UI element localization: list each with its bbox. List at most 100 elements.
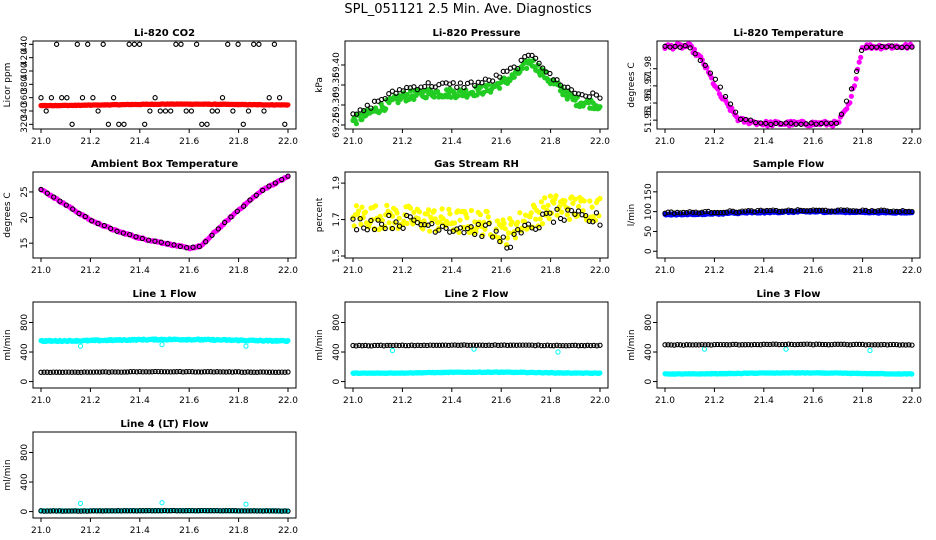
chart-title: Li-820 Pressure: [432, 28, 520, 39]
data-point: [389, 347, 396, 354]
data-point: [893, 208, 900, 215]
data-point: [561, 217, 567, 223]
data-point: [808, 120, 814, 126]
data-point: [177, 368, 183, 375]
y-tick-label: 0: [332, 378, 342, 384]
data-point: [47, 369, 53, 376]
data-point: [457, 80, 464, 86]
data-point: [178, 41, 184, 47]
data-point: [803, 121, 809, 127]
data-point: [222, 219, 228, 226]
data-point: [371, 226, 378, 233]
data-point: [859, 207, 866, 213]
data-point: [439, 342, 446, 348]
data-point: [833, 120, 840, 126]
data-point: [783, 120, 789, 126]
data-point: [245, 108, 252, 114]
data-point: [479, 233, 485, 240]
data-point: [442, 342, 449, 348]
plot-frame: [344, 171, 609, 259]
data-point: [502, 226, 508, 232]
data-point: [248, 369, 254, 375]
y-axis-label: ml/min: [627, 329, 637, 360]
data-point: [404, 84, 410, 91]
data-point: [500, 234, 506, 240]
data-point: [504, 68, 510, 74]
data-point: [106, 369, 112, 375]
data-point: [43, 108, 49, 114]
data-point: [816, 207, 823, 213]
data-point: [416, 209, 423, 215]
data-point: [146, 369, 152, 375]
x-tick-label: 21.0: [31, 526, 51, 536]
data-point: [828, 120, 834, 126]
data-point: [180, 369, 186, 375]
data-point: [382, 225, 388, 232]
data-point: [763, 120, 769, 127]
data-point: [893, 341, 900, 348]
data-point: [867, 347, 873, 354]
data-point: [272, 369, 279, 375]
data-point: [565, 84, 571, 90]
data-point: [271, 41, 278, 47]
data-point: [475, 221, 481, 228]
data-point: [748, 117, 754, 123]
data-point: [807, 341, 813, 347]
data-point: [674, 209, 680, 216]
data-point: [758, 342, 764, 348]
data-point: [390, 342, 396, 349]
data-point: [699, 341, 705, 348]
data-point: [47, 508, 53, 514]
data-point: [192, 369, 199, 375]
data-point: [421, 83, 428, 90]
data-point: [239, 369, 245, 375]
plot-frame: [656, 40, 921, 130]
data-point: [903, 342, 909, 348]
data-point: [411, 209, 417, 215]
x-tick-label: 21.2: [80, 526, 100, 536]
data-point: [533, 216, 539, 222]
data-point: [48, 95, 55, 101]
data-point: [214, 369, 220, 375]
data-point: [242, 369, 248, 375]
data-point: [593, 92, 600, 98]
data-point: [393, 219, 399, 225]
data-point: [785, 207, 792, 213]
data-point: [254, 369, 260, 375]
series-black: [38, 507, 291, 514]
y-tick-label: 800: [20, 314, 30, 331]
data-point: [776, 208, 782, 215]
data-point: [365, 343, 372, 349]
data-point: [161, 369, 168, 375]
data-point: [359, 116, 365, 123]
chart-title: Line 4 (LT) Flow: [120, 419, 208, 430]
data-point: [378, 342, 384, 348]
data-point: [81, 369, 87, 375]
x-tick-label: 21.6: [803, 396, 823, 406]
series-black: [662, 43, 915, 128]
x-tick-label: 21.6: [179, 137, 199, 147]
data-point: [711, 209, 718, 216]
x-tick-label: 21.8: [853, 137, 873, 147]
data-point: [553, 193, 559, 199]
data-point: [198, 369, 205, 375]
data-point: [494, 218, 500, 224]
data-point: [100, 369, 106, 375]
data-point: [446, 342, 452, 349]
data-point: [95, 108, 101, 114]
y-tick-label: 50: [644, 225, 654, 237]
data-point: [226, 369, 232, 375]
data-point: [382, 95, 388, 102]
data-point: [485, 214, 491, 220]
data-point: [72, 369, 78, 375]
data-point: [717, 84, 724, 90]
data-point: [904, 44, 910, 50]
data-point: [158, 239, 164, 245]
data-point: [563, 343, 569, 349]
data-point: [251, 508, 257, 514]
data-point: [137, 368, 143, 375]
data-point: [793, 121, 799, 127]
data-point: [680, 342, 687, 348]
data-point: [520, 342, 526, 348]
data-point: [788, 341, 795, 348]
